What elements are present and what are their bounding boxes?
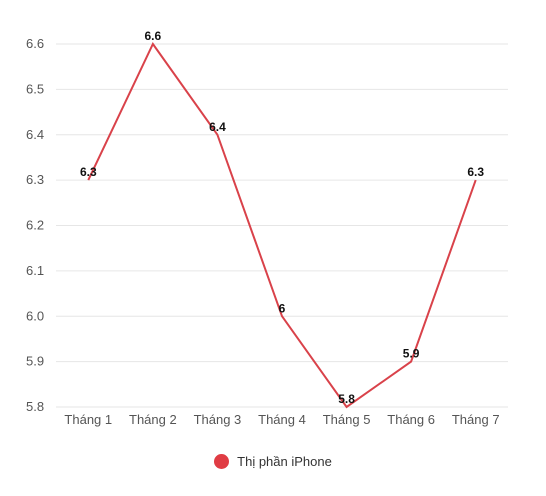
data-label: 5.8	[338, 392, 355, 406]
series-line	[87, 42, 477, 409]
y-tick-label: 6.5	[26, 81, 44, 96]
gridlines	[56, 43, 508, 408]
y-tick-label: 6.0	[26, 308, 44, 323]
x-tick-label: Tháng 5	[323, 412, 371, 427]
y-tick-label: 5.9	[26, 354, 44, 369]
y-tick-label: 6.6	[26, 36, 44, 51]
data-labels: 6.3 6.6 6.4 6 5.8 5.9 6.3	[80, 29, 484, 406]
x-tick-label: Tháng 6	[387, 412, 435, 427]
x-tick-label: Tháng 7	[452, 412, 500, 427]
y-tick-label: 5.8	[26, 399, 44, 414]
data-label: 5.9	[403, 347, 420, 361]
x-tick-label: Tháng 3	[194, 412, 242, 427]
y-tick-label: 6.2	[26, 218, 44, 233]
data-label: 6.6	[145, 29, 162, 43]
x-tick-label: Tháng 4	[258, 412, 306, 427]
y-tick-label: 6.1	[26, 263, 44, 278]
legend-swatch	[214, 453, 230, 469]
x-tick-label: Tháng 2	[129, 412, 177, 427]
y-tick-label: 6.4	[26, 127, 44, 142]
legend-label: Thị phần iPhone	[237, 453, 332, 469]
data-label: 6.3	[467, 165, 484, 179]
data-label: 6.4	[209, 120, 226, 134]
x-tick-label: Tháng 1	[64, 412, 112, 427]
y-tick-label: 6.3	[26, 172, 44, 187]
data-label: 6	[279, 301, 286, 315]
x-axis-ticks: Tháng 1 Tháng 2 Tháng 3 Tháng 4 Tháng 5 Tháng…	[64, 412, 499, 427]
legend[interactable]: Thị phần iPhone	[0, 450, 546, 472]
data-label: 6.3	[80, 165, 97, 179]
y-axis-ticks: 5.8 5.9 6.0 6.1 6.2 6.3 6.4 6.5 6.6	[26, 36, 44, 414]
